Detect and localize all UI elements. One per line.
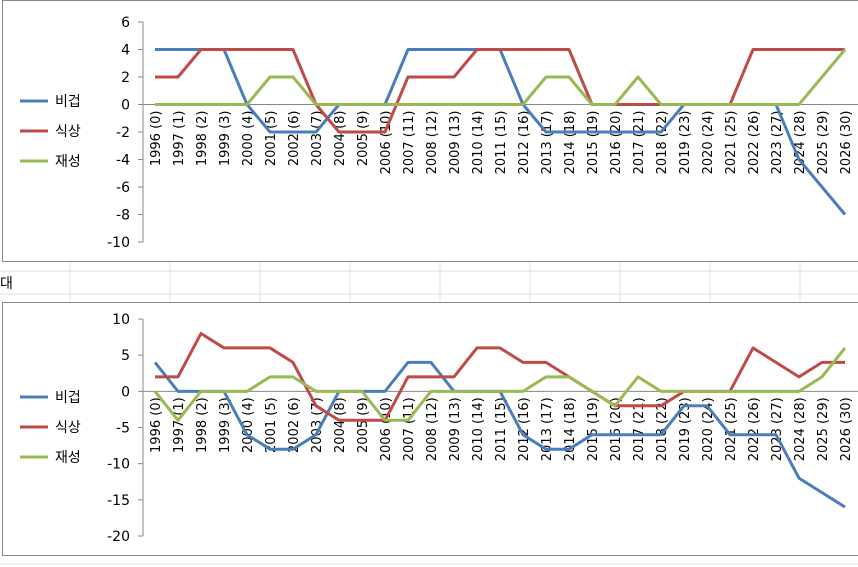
x-tick-label: 2023 (27) <box>770 397 785 461</box>
legend-label: 식상 <box>55 420 81 436</box>
series-line <box>153 346 847 422</box>
x-tick-label: 2013 (17) <box>540 111 555 175</box>
x-tick-label: 2015 (19) <box>586 111 601 175</box>
x-tick-label: 2022 (26) <box>747 111 762 175</box>
x-tick-label: 2012 (16) <box>517 111 532 175</box>
x-tick-label: 1998 (2) <box>195 397 210 453</box>
y-tick-label: -5 <box>116 421 130 437</box>
x-tick-label: 2023 (27) <box>770 111 785 175</box>
y-tick-label: 2 <box>121 70 130 86</box>
x-tick-label: 2024 (28) <box>793 397 808 461</box>
x-tick-label: 2015 (19) <box>586 397 601 461</box>
x-tick-label: 2000 (4) <box>241 111 256 167</box>
y-tick-label: 0 <box>121 384 130 400</box>
x-tick-label: 1997 (1) <box>172 111 187 167</box>
x-tick-label: 2011 (15) <box>494 397 509 461</box>
x-tick-label: 2021 (25) <box>724 397 739 461</box>
x-tick-label: 2026 (30) <box>839 397 854 461</box>
x-tick-label: 1997 (1) <box>172 397 187 453</box>
x-tick-label: 2016 (20) <box>609 397 624 461</box>
chart-frame <box>2 0 858 262</box>
x-tick-label: 2002 (6) <box>287 397 302 453</box>
x-tick-label: 2008 (12) <box>425 111 440 175</box>
y-tick-label: -4 <box>116 153 130 169</box>
x-tick-label: 2012 (16) <box>517 397 532 461</box>
x-tick-label: 2021 (25) <box>724 111 739 175</box>
y-tick-label: 0 <box>121 98 130 114</box>
x-tick-label: 2005 (9) <box>356 397 371 453</box>
x-tick-label: 2003 (7) <box>310 397 325 453</box>
x-tick-label: 2018 (22) <box>655 397 670 461</box>
x-tick-label: 2003 (7) <box>310 111 325 167</box>
sheet-grid <box>0 262 858 565</box>
legend-label: 비겁 <box>55 390 81 406</box>
x-tick-label: 2001 (5) <box>264 111 279 167</box>
chart-frame <box>2 302 858 556</box>
y-tick-label: -2 <box>116 125 130 141</box>
x-tick-label: 2017 (21) <box>632 397 647 461</box>
x-tick-label: 2002 (6) <box>287 111 302 167</box>
legend-label: 식상 <box>55 124 81 140</box>
x-tick-label: 2007 (11) <box>402 397 417 461</box>
y-tick-label: -6 <box>116 180 130 196</box>
x-tick-label: 2008 (12) <box>425 397 440 461</box>
x-tick-label: 2014 (18) <box>563 397 578 461</box>
y-tick-label: 4 <box>121 43 130 59</box>
legend-label: 재성 <box>55 154 81 170</box>
x-tick-label: 2019 (23) <box>678 397 693 461</box>
x-tick-label: 2018 (22) <box>655 111 670 175</box>
x-tick-label: 2026 (30) <box>839 111 854 175</box>
x-tick-label: 2020 (24) <box>701 111 716 175</box>
x-tick-label: 2009 (13) <box>448 111 463 175</box>
x-tick-label: 2006 (10) <box>379 111 394 175</box>
x-tick-label: 2017 (21) <box>632 111 647 175</box>
y-tick-label: -15 <box>107 493 130 509</box>
x-tick-label: 2010 (14) <box>471 397 486 461</box>
x-tick-label: 1996 (0) <box>149 111 164 167</box>
x-tick-label: 1998 (2) <box>195 111 210 167</box>
x-tick-label: 2014 (18) <box>563 111 578 175</box>
x-tick-label: 2004 (8) <box>333 111 348 167</box>
y-tick-label: -8 <box>116 208 130 224</box>
y-tick-label: 6 <box>121 15 130 31</box>
x-tick-label: 2025 (29) <box>816 111 831 175</box>
x-tick-label: 2019 (23) <box>678 111 693 175</box>
x-tick-label: 2004 (8) <box>333 397 348 453</box>
x-tick-label: 2013 (17) <box>540 397 555 461</box>
x-tick-label: 2001 (5) <box>264 397 279 453</box>
x-tick-label: 2010 (14) <box>471 111 486 175</box>
x-tick-label: 2022 (26) <box>747 397 762 461</box>
x-tick-label: 1996 (0) <box>149 397 164 453</box>
y-tick-label: -10 <box>107 235 130 251</box>
x-tick-label: 2005 (9) <box>356 111 371 167</box>
y-tick-label: -20 <box>107 529 130 545</box>
y-tick-label: 10 <box>112 312 130 328</box>
x-tick-label: 2025 (29) <box>816 397 831 461</box>
cell-text: 대 <box>0 276 13 292</box>
legend-label: 재성 <box>55 450 81 466</box>
x-tick-label: 2024 (28) <box>793 111 808 175</box>
x-tick-label: 2011 (15) <box>494 111 509 175</box>
y-tick-label: -10 <box>107 457 130 473</box>
series-line <box>155 48 847 106</box>
x-tick-label: 2009 (13) <box>448 397 463 461</box>
x-tick-label: 1999 (3) <box>218 397 233 453</box>
legend-label: 비겁 <box>55 94 81 110</box>
y-tick-label: 5 <box>121 348 130 364</box>
x-tick-label: 2016 (20) <box>609 111 624 175</box>
x-tick-label: 1999 (3) <box>218 111 233 167</box>
x-tick-label: 2007 (11) <box>402 111 417 175</box>
